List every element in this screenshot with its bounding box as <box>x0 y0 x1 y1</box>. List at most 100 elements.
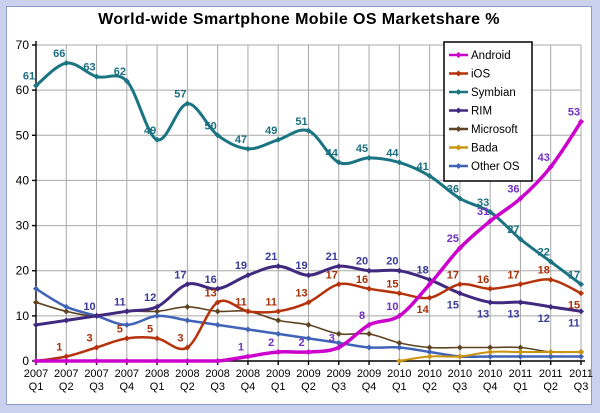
series-marker-android <box>123 358 130 364</box>
data-label-symbian: 44 <box>386 147 399 159</box>
y-tick-label: 70 <box>16 38 30 52</box>
series-marker-rim <box>547 303 554 310</box>
y-tick-label: 60 <box>16 83 30 97</box>
x-tick-label: Q1 <box>150 381 165 393</box>
data-label-symbian: 50 <box>205 120 217 132</box>
series-marker-microsoft <box>214 308 221 315</box>
series-marker-android <box>487 218 494 225</box>
series-marker-android <box>184 358 191 364</box>
data-label-rim: 19 <box>295 260 307 272</box>
series-marker-ios <box>396 290 403 297</box>
series-marker-symbian <box>456 195 463 202</box>
series-marker-ios <box>426 294 433 301</box>
y-tick-label: 50 <box>16 128 30 142</box>
series-marker-microsoft <box>275 317 282 324</box>
x-tick-label: Q2 <box>301 381 316 393</box>
series-marker-microsoft <box>184 303 191 310</box>
series-marker-symbian <box>214 132 221 139</box>
series-marker-ios <box>154 335 161 342</box>
x-tick-label: 2010 <box>387 368 411 380</box>
series-marker-rim <box>214 285 221 292</box>
series-marker-other-os <box>305 335 312 342</box>
series-marker-bada <box>578 348 584 355</box>
series-marker-other-os <box>154 312 161 319</box>
series-marker-ios <box>244 308 251 315</box>
series-marker-ios <box>305 299 312 306</box>
data-label-rim: 20 <box>356 256 368 268</box>
data-label-rim: 11 <box>568 317 580 329</box>
x-tick-label: 2009 <box>266 368 290 380</box>
data-label-rim: 19 <box>235 260 247 272</box>
series-marker-rim <box>456 290 463 297</box>
data-label-symbian: 41 <box>416 161 428 173</box>
data-label-ios: 13 <box>205 287 217 299</box>
series-marker-other-os <box>487 353 494 360</box>
series-marker-android <box>93 358 100 364</box>
data-label-android: 36 <box>507 183 519 195</box>
series-marker-symbian <box>335 159 342 166</box>
series-marker-ios <box>214 299 221 306</box>
series-marker-ios <box>456 281 463 288</box>
data-label-symbian: 61 <box>23 71 35 83</box>
data-label-ios: 5 <box>147 323 153 335</box>
series-marker-microsoft <box>487 344 494 351</box>
series-marker-bada <box>487 348 494 355</box>
series-marker-android <box>214 358 221 364</box>
x-tick-label: Q3 <box>331 381 346 393</box>
data-label-rim: 13 <box>477 308 489 320</box>
data-label-symbian: 66 <box>53 48 65 60</box>
series-marker-other-os <box>335 339 342 346</box>
x-tick-label: Q2 <box>59 381 74 393</box>
x-tick-label: 2010 <box>448 368 472 380</box>
series-marker-microsoft <box>456 344 463 351</box>
series-marker-rim <box>578 308 584 315</box>
data-label-ios: 15 <box>386 278 398 290</box>
x-tick-label: 2009 <box>296 368 320 380</box>
series-marker-rim <box>275 263 282 270</box>
x-tick-label: 2008 <box>236 368 260 380</box>
series-marker-rim <box>366 267 373 274</box>
series-marker-android <box>33 358 39 364</box>
x-tick-label: 2007 <box>54 368 78 380</box>
x-tick-label: 2010 <box>478 368 502 380</box>
data-label-ios: 17 <box>447 269 459 281</box>
data-label-ios: 5 <box>117 323 123 335</box>
data-label-rim: 20 <box>386 256 398 268</box>
data-label-symbian: 17 <box>568 269 580 281</box>
legend-marker-rim <box>455 107 462 114</box>
series-marker-other-os <box>63 303 70 310</box>
x-tick-label: 2007 <box>115 368 139 380</box>
x-tick-label: Q1 <box>271 381 286 393</box>
x-tick-label: 2009 <box>327 368 351 380</box>
data-label-rim: 10 <box>83 301 95 313</box>
data-label-ios: 11 <box>235 296 247 308</box>
series-marker-rim <box>33 321 39 328</box>
series-marker-ios <box>517 281 524 288</box>
data-label-rim: 17 <box>174 269 186 281</box>
data-label-ios: 13 <box>295 287 307 299</box>
series-marker-rim <box>517 299 524 306</box>
x-tick-label: Q2 <box>422 381 437 393</box>
series-marker-ios <box>487 285 494 292</box>
legend-label-rim: RIM <box>471 106 492 118</box>
legend-label-microsoft: Microsoft <box>471 124 518 136</box>
series-marker-microsoft <box>396 339 403 346</box>
y-tick-label: 10 <box>16 309 30 323</box>
data-label-symbian: 44 <box>326 147 339 159</box>
legend-label-bada: Bada <box>471 143 498 155</box>
series-marker-android <box>366 321 373 328</box>
data-label-android: 43 <box>538 152 550 164</box>
series-marker-other-os <box>578 353 584 360</box>
x-tick-label: 2009 <box>357 368 381 380</box>
series-marker-microsoft <box>33 299 39 306</box>
series-marker-ios <box>123 335 130 342</box>
data-label-symbian: 33 <box>477 197 489 209</box>
series-marker-rim <box>93 312 100 319</box>
series-marker-android <box>305 348 312 355</box>
series-marker-microsoft <box>335 330 342 337</box>
y-tick-label: 0 <box>22 354 29 368</box>
series-marker-ios <box>366 285 373 292</box>
series-marker-microsoft <box>63 308 70 315</box>
series-marker-rim <box>305 272 312 279</box>
